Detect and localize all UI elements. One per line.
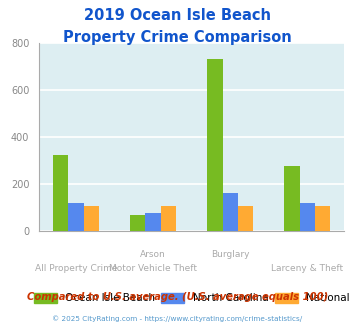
Legend: Ocean Isle Beach, North Carolina, National: Ocean Isle Beach, North Carolina, Nation… (34, 293, 350, 303)
Bar (69, 203, 84, 231)
Text: Burglary: Burglary (211, 250, 250, 259)
Text: All Property Crime: All Property Crime (35, 264, 117, 273)
Text: Motor Vehicle Theft: Motor Vehicle Theft (109, 264, 197, 273)
Bar (238, 206, 253, 231)
Text: Arson: Arson (140, 250, 166, 259)
Bar (84, 206, 99, 231)
Text: Property Crime Comparison: Property Crime Comparison (63, 30, 292, 45)
Bar (130, 215, 146, 231)
Bar (315, 206, 331, 231)
Text: 2019 Ocean Isle Beach: 2019 Ocean Isle Beach (84, 8, 271, 23)
Text: © 2025 CityRating.com - https://www.cityrating.com/crime-statistics/: © 2025 CityRating.com - https://www.city… (53, 315, 302, 322)
Text: Larceny & Theft: Larceny & Theft (271, 264, 343, 273)
Bar (223, 193, 238, 231)
Bar (284, 166, 300, 231)
Text: Compared to U.S. average. (U.S. average equals 100): Compared to U.S. average. (U.S. average … (27, 292, 328, 302)
Bar (300, 203, 315, 231)
Bar (53, 154, 69, 231)
Bar (146, 213, 161, 231)
Bar (161, 206, 176, 231)
Bar (207, 59, 223, 231)
